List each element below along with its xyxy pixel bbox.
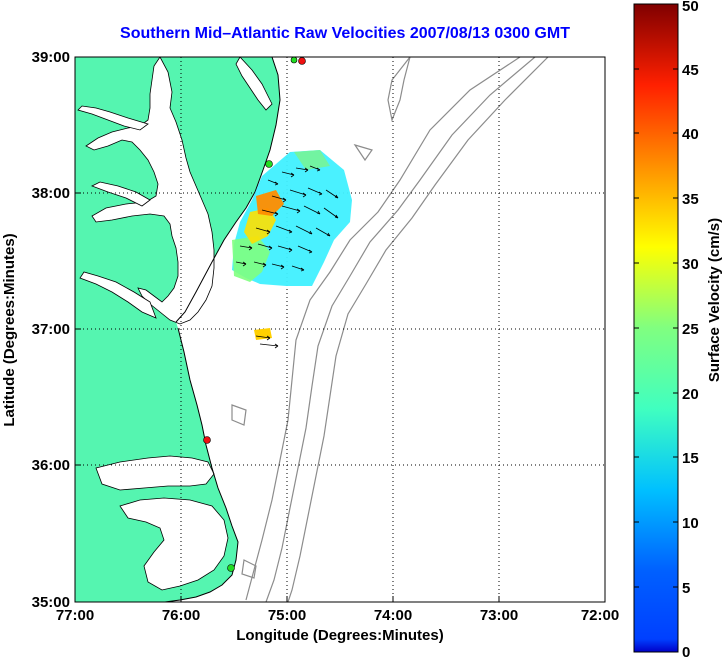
pamlico-sound <box>119 497 229 591</box>
station-marker-green <box>227 564 235 572</box>
velocity-patch-orange <box>256 190 284 216</box>
colorbar-tick-label: 30 <box>682 256 699 273</box>
x-tick-label: 77:00 <box>56 607 94 624</box>
stations <box>203 57 306 572</box>
x-tick-label: 75:00 <box>268 607 306 624</box>
map-title: Southern Mid–Atlantic Raw Velocities 200… <box>120 25 570 42</box>
y-axis-label: Latitude (Degrees:Minutes) <box>1 233 18 426</box>
colorbar-tick-label: 0 <box>682 644 690 659</box>
coastline <box>164 57 281 602</box>
plot-area <box>75 57 605 602</box>
colorbar-tick-label: 25 <box>682 321 699 338</box>
rappahannock-river <box>91 181 151 207</box>
james-river <box>79 271 157 319</box>
velocity-field <box>232 150 352 340</box>
velocity-vectors <box>235 165 339 349</box>
colorbar-tick-label: 20 <box>682 386 699 403</box>
y-tick-label: 38:00 <box>32 185 70 202</box>
y-tick-label: 36:00 <box>32 457 70 474</box>
y-tick-label: 35:00 <box>32 594 70 611</box>
colorbar-tick-label: 40 <box>682 126 699 143</box>
x-tick-label: 73:00 <box>480 607 518 624</box>
delaware-bay <box>235 57 273 111</box>
y-tick-label: 39:00 <box>32 49 70 66</box>
x-tick-label: 72:00 <box>581 607 619 624</box>
station-marker-green <box>265 160 273 168</box>
colorbar-tick-label: 50 <box>682 0 699 15</box>
velocity-patch-small-yellow <box>254 328 272 340</box>
x-tick-labels: 77:00 76:00 75:00 74:00 73:00 72:00 <box>56 607 619 624</box>
bathymetry-contours <box>231 57 549 602</box>
colorbar-label: Surface Velocity (cm/s) <box>706 218 723 382</box>
velocity-patch-green-ne <box>294 150 330 170</box>
x-tick-label: 74:00 <box>374 607 412 624</box>
albemarle-sound <box>95 455 215 491</box>
colorbar-tick-label: 45 <box>682 62 699 79</box>
y-tick-labels: 39:00 38:00 37:00 36:00 35:00 <box>32 49 70 611</box>
velocity-patch-green <box>232 236 270 282</box>
station-marker-red <box>298 57 306 65</box>
potomac-river <box>77 105 149 131</box>
chesapeake-bay <box>85 57 215 325</box>
velocity-patch-yellow <box>244 208 276 244</box>
colorbar-tick-label: 10 <box>682 515 699 532</box>
colorbar-tick-label: 5 <box>682 580 690 597</box>
station-marker-red <box>203 436 211 444</box>
grid-lines <box>75 57 605 602</box>
x-axis-label: Longitude (Degrees:Minutes) <box>236 627 444 644</box>
colorbar-tick-label: 35 <box>682 191 699 208</box>
colorbar-tick-label: 15 <box>682 450 699 467</box>
colorbar: 50 45 40 35 30 25 20 15 10 5 0 Surface V… <box>633 0 723 659</box>
x-tick-label: 76:00 <box>162 607 200 624</box>
colorbar-gradient <box>633 3 679 653</box>
tick-marks <box>75 192 500 602</box>
y-tick-label: 37:00 <box>32 321 70 338</box>
station-marker-green <box>290 57 298 64</box>
